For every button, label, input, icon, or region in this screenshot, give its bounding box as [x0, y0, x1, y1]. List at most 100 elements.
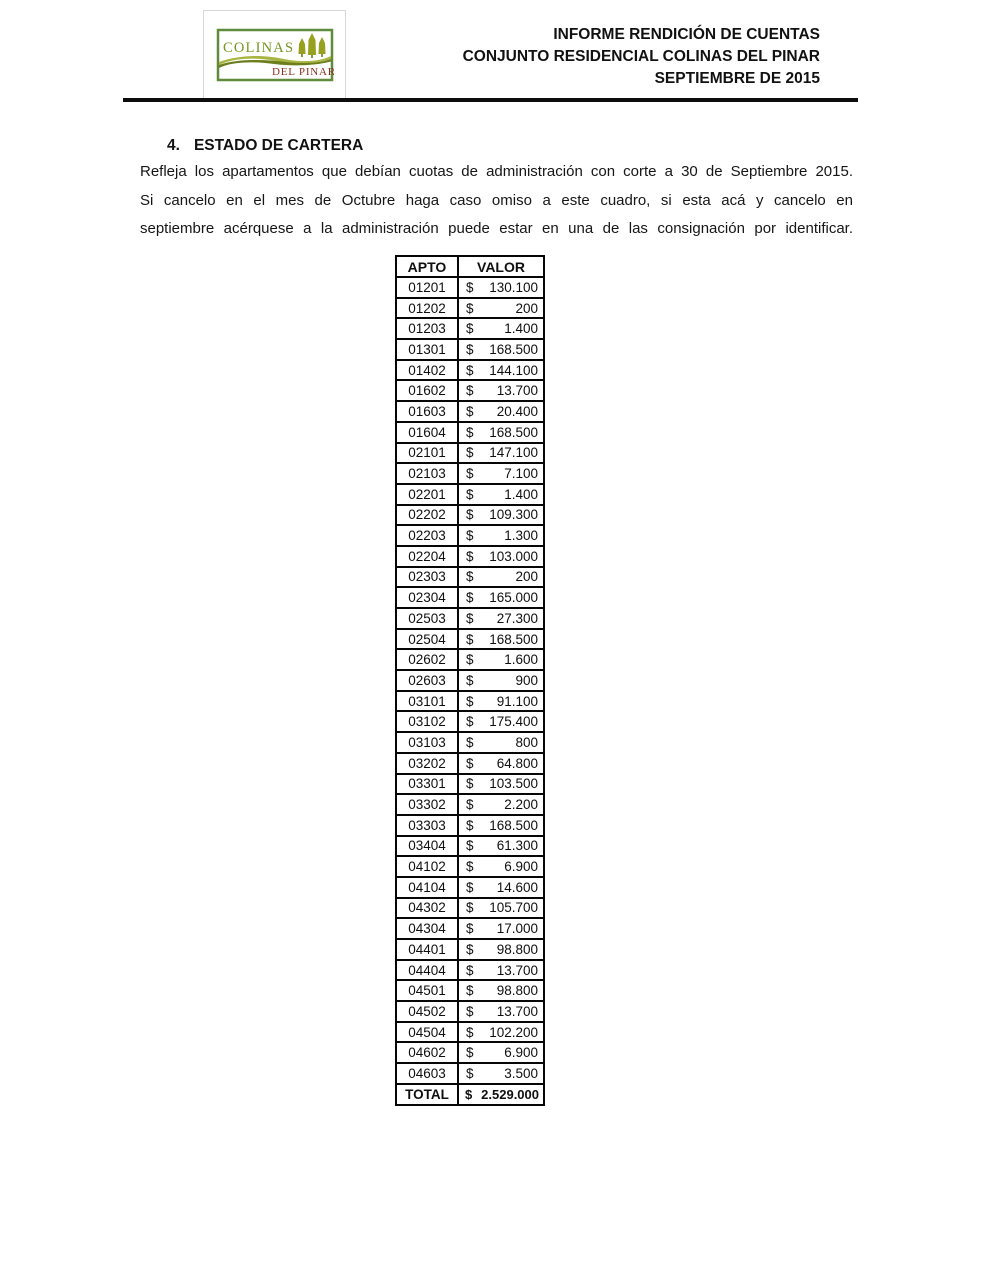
- currency-symbol: $: [466, 548, 474, 564]
- total-value-cell: $2.529.000: [457, 1082, 545, 1106]
- valor-amount: 13.700: [496, 1003, 538, 1019]
- table-row: 03202 $64.800: [395, 751, 545, 775]
- report-title-line2: CONJUNTO RESIDENCIAL COLINAS DEL PINAR: [462, 48, 820, 65]
- table-row: 03103 $800: [395, 731, 545, 754]
- valor-cell: $2.200: [457, 793, 545, 816]
- valor-amount: 103.500: [489, 776, 538, 792]
- apto-cell: 03202: [395, 751, 459, 775]
- table-row: 04603 $3.500: [395, 1062, 545, 1085]
- cartera-table: APTO VALOR 01201 $130.100 01202 $200 01203 $1…: [395, 255, 545, 1106]
- apto-cell: 04603: [395, 1062, 459, 1085]
- currency-symbol: $: [466, 528, 474, 544]
- table-row: 04502 $13.700: [395, 1000, 545, 1023]
- currency-symbol: $: [466, 693, 474, 709]
- valor-cell: $168.500: [457, 813, 545, 837]
- table-row: 02201 $1.400: [395, 482, 545, 506]
- table-row: 01202 $200: [395, 296, 545, 320]
- valor-cell: $7.100: [457, 462, 545, 485]
- valor-cell: $800: [457, 731, 545, 754]
- apto-cell: 02503: [395, 607, 459, 630]
- apto-cell: 04504: [395, 1020, 459, 1044]
- valor-cell: $144.100: [457, 358, 545, 382]
- currency-symbol: $: [466, 1065, 474, 1081]
- valor-cell: $13.700: [457, 379, 545, 403]
- valor-amount: 1.400: [504, 321, 538, 337]
- currency-symbol: $: [466, 1003, 474, 1019]
- table-row: 02602 $1.600: [395, 648, 545, 672]
- apto-cell: 03101: [395, 689, 459, 713]
- table-row: 04501 $98.800: [395, 979, 545, 1003]
- apto-cell: 01603: [395, 400, 459, 423]
- currency-symbol: $: [466, 507, 474, 523]
- apto-cell: 01301: [395, 338, 459, 361]
- table-row: 04302 $105.700: [395, 896, 545, 920]
- table-row: 04104 $14.600: [395, 875, 545, 899]
- apto-cell: 02201: [395, 482, 459, 506]
- apto-cell: 04602: [395, 1041, 459, 1065]
- apto-cell: 04302: [395, 896, 459, 920]
- apto-cell: 02304: [395, 586, 459, 609]
- table-row: 02303 $200: [395, 565, 545, 589]
- apto-cell: 03102: [395, 710, 459, 734]
- logo-subname-text: DEL PINAR: [272, 66, 334, 78]
- apto-cell: 03303: [395, 813, 459, 837]
- apto-cell: 04501: [395, 979, 459, 1003]
- apto-cell: 02204: [395, 544, 459, 568]
- valor-amount: 168.500: [489, 631, 538, 647]
- table-row: 02101 $147.100: [395, 441, 545, 465]
- currency-symbol: $: [466, 590, 474, 606]
- currency-symbol: $: [466, 714, 474, 730]
- logo: COLINAS DEL PINAR: [203, 10, 346, 99]
- valor-amount: 103.000: [489, 548, 538, 564]
- valor-cell: $6.900: [457, 855, 545, 878]
- valor-amount: 14.600: [496, 879, 538, 895]
- currency-symbol: $: [466, 755, 474, 771]
- currency-symbol: $: [466, 1024, 474, 1040]
- valor-cell: $20.400: [457, 400, 545, 423]
- table-row: 03101 $91.100: [395, 689, 545, 713]
- apto-cell: 02101: [395, 441, 459, 465]
- apto-cell: 02103: [395, 462, 459, 485]
- apto-cell: 01201: [395, 276, 459, 299]
- table-row: 01402 $144.100: [395, 358, 545, 382]
- apto-cell: 04502: [395, 1000, 459, 1023]
- currency-symbol: $: [466, 362, 474, 378]
- table-total-row: TOTAL $2.529.000: [395, 1082, 545, 1106]
- table-row: 01301 $168.500: [395, 338, 545, 361]
- currency-symbol: $: [466, 652, 474, 668]
- valor-amount: 98.800: [496, 941, 538, 957]
- apto-cell: 03301: [395, 772, 459, 796]
- table-row: 04401 $98.800: [395, 938, 545, 961]
- table-row: 01604 $168.500: [395, 420, 545, 444]
- valor-amount: 1.300: [504, 528, 538, 544]
- valor-amount: 105.700: [489, 900, 538, 916]
- currency-symbol: $: [466, 776, 474, 792]
- apto-cell: 01604: [395, 420, 459, 444]
- valor-amount: 800: [515, 734, 538, 750]
- currency-symbol: $: [466, 734, 474, 750]
- apto-cell: 03404: [395, 834, 459, 858]
- currency-symbol: $: [466, 383, 474, 399]
- currency-symbol: $: [466, 797, 474, 813]
- apto-cell: 02504: [395, 627, 459, 651]
- currency-symbol: $: [465, 1086, 473, 1102]
- apto-cell: 04102: [395, 855, 459, 878]
- valor-cell: $168.500: [457, 627, 545, 651]
- apto-cell: 03302: [395, 793, 459, 816]
- table-row: 02304 $165.000: [395, 586, 545, 609]
- section-number: 4.: [167, 137, 180, 154]
- apto-cell: 01203: [395, 317, 459, 341]
- valor-amount: 1.600: [504, 652, 538, 668]
- table-row: 02503 $27.300: [395, 607, 545, 630]
- valor-cell: $147.100: [457, 441, 545, 465]
- valor-cell: $168.500: [457, 338, 545, 361]
- paragraph-line: septiembre acérquese a la administración…: [140, 220, 853, 237]
- valor-cell: $102.200: [457, 1020, 545, 1044]
- table-header-row: APTO VALOR: [395, 255, 545, 278]
- currency-symbol: $: [466, 1045, 474, 1061]
- table-row: 02603 $900: [395, 669, 545, 692]
- report-title-line3: SEPTIEMBRE DE 2015: [654, 70, 820, 87]
- apto-cell: 01602: [395, 379, 459, 403]
- table-row: 04102 $6.900: [395, 855, 545, 878]
